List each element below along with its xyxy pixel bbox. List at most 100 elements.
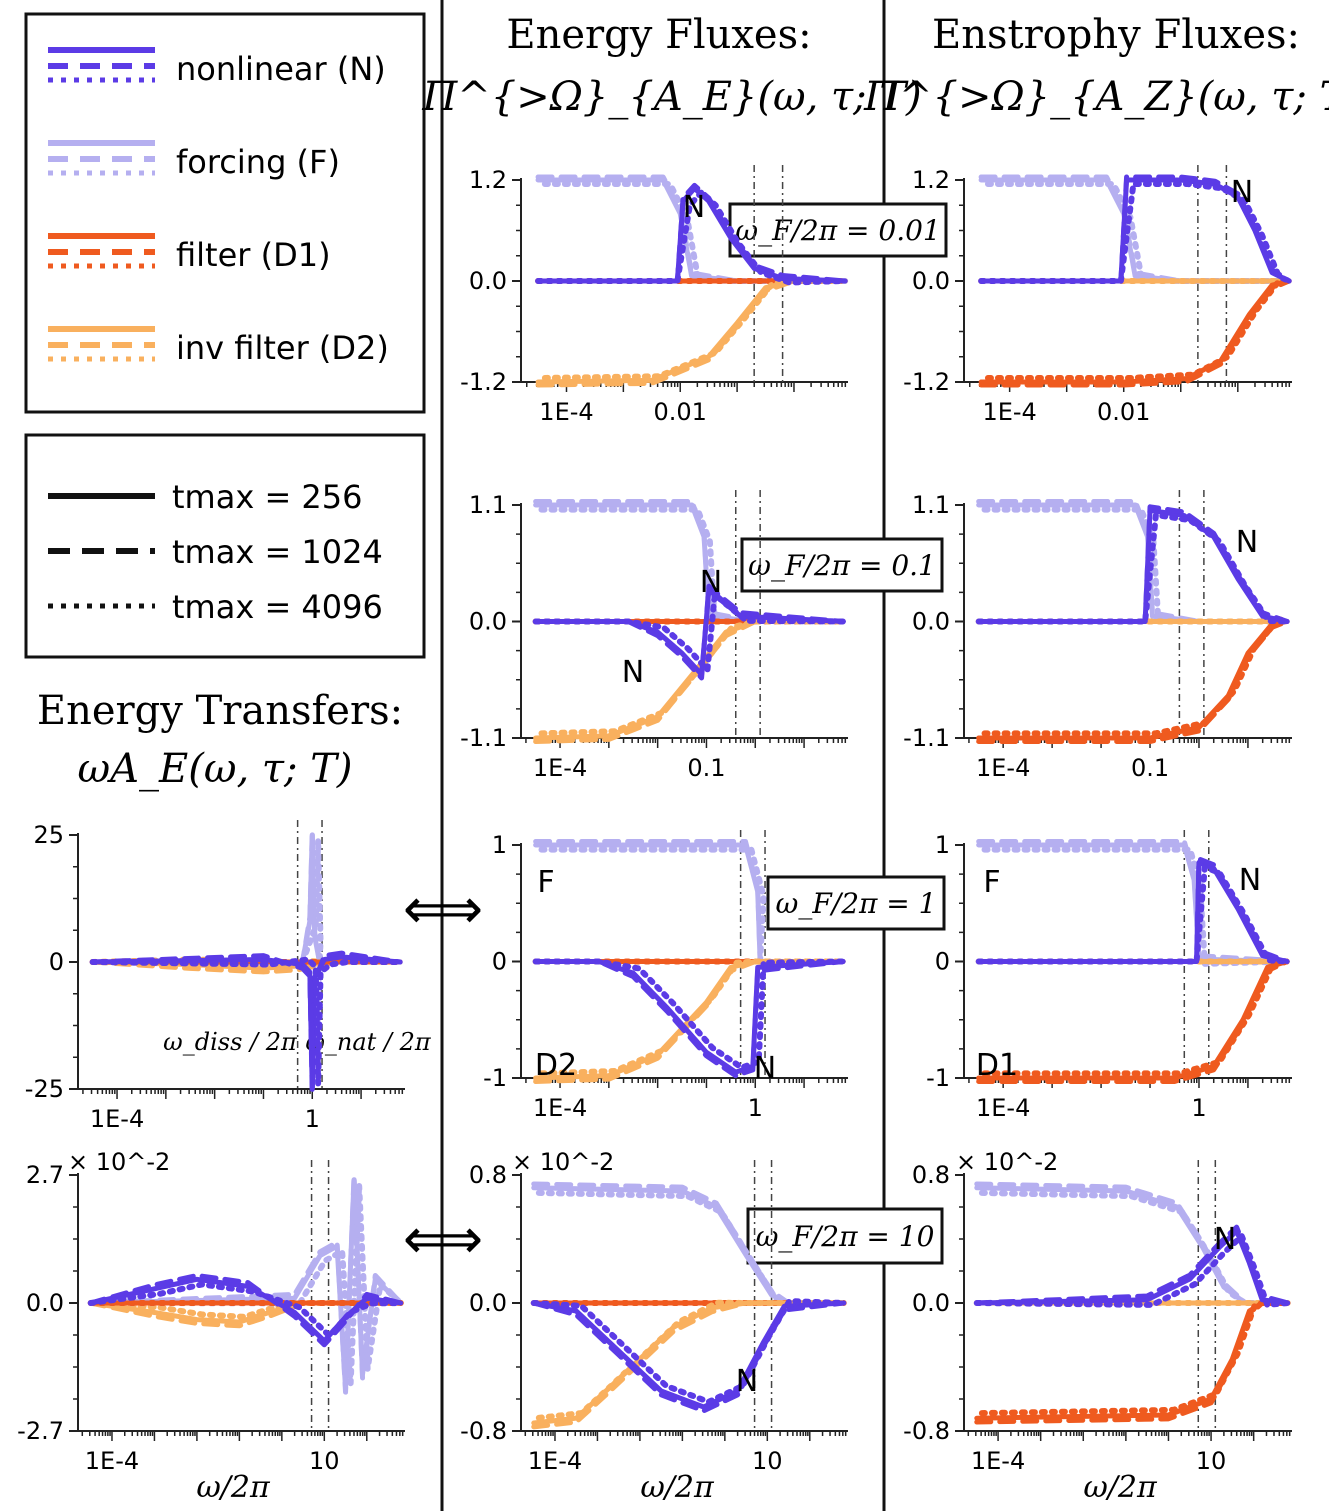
- curve-annotation: N: [700, 565, 722, 600]
- series-inv-filter-tmax4096: [541, 278, 849, 381]
- series-filter-tmax4096: [981, 615, 1291, 737]
- y-tick-label: 0: [935, 948, 950, 976]
- x-tick-label: 1E-4: [528, 1447, 582, 1475]
- series-forcing-tmax256: [90, 832, 403, 965]
- series-forcing-tmax1024: [90, 828, 403, 965]
- y-tick-label: 1: [935, 831, 950, 859]
- series-nonlinear-tmax1024: [88, 1272, 404, 1348]
- forcing-label-row2-text: ω_F/2π = 0.1: [748, 549, 936, 582]
- y-tick-label: 1.2: [469, 166, 507, 194]
- series-nonlinear-tmax256: [533, 959, 846, 1075]
- series-inv-filter-tmax4096: [535, 1299, 847, 1421]
- y-tick-label: 1.2: [912, 166, 950, 194]
- legend-label-t4096: tmax = 4096: [172, 588, 383, 626]
- curve-annotation: N: [1231, 175, 1253, 210]
- legend-swatch-nonlinear: [48, 47, 155, 83]
- legend-label-filter: filter (D1): [176, 236, 331, 274]
- enstrophy-flux-formula: Π^{>Ω}_{A_Z}(ω, τ; T): [863, 74, 1329, 120]
- panel-energy-row4: 0.8 0.0 -0.8 1E-4 10 N: [460, 1160, 848, 1475]
- xlabel-transfers: ω/2π: [196, 1470, 271, 1505]
- y-tick-label: 1: [492, 831, 507, 859]
- series-inv-filter-tmax1024: [531, 1300, 847, 1430]
- equivalence-arrow-row4: ⟺: [403, 1207, 483, 1272]
- series-nonlinear-tmax4096: [532, 591, 847, 673]
- forcing-label-row3: ω_F/2π = 1: [766, 875, 946, 931]
- curve-annotation: N: [736, 1364, 758, 1399]
- series-nonlinear-tmax256: [90, 954, 403, 1092]
- legend-swatch-forcing: [48, 140, 155, 176]
- series-forcing-tmax4096: [89, 837, 404, 965]
- y-tick-label: -1.2: [903, 368, 950, 396]
- panel-energy-row2: 1.1 0.0 -1.1 1E-4 0.1 N N: [460, 490, 848, 782]
- panel-transfers-row3: 25 0 -25 1E-4 1: [25, 820, 405, 1133]
- curve-annotation: D2: [535, 1048, 577, 1083]
- series-nonlinear-tmax4096: [530, 1298, 847, 1405]
- x-tick-label: 1: [1191, 1094, 1206, 1122]
- series-nonlinear-tmax4096: [532, 958, 847, 1071]
- y-tick-label: 0: [49, 948, 64, 976]
- series-forcing-tmax1024: [976, 499, 1290, 624]
- series-nonlinear-tmax4096: [975, 864, 1291, 965]
- legend-swatch-filter: [48, 233, 155, 269]
- panel-transfers-row4: 2.7 0.0 -2.7 1E-4 10: [17, 1160, 405, 1475]
- y-tick-label: -0.8: [460, 1417, 507, 1445]
- curve-annotation: N: [754, 1051, 776, 1086]
- curve-annotation: F: [537, 865, 554, 900]
- y-tick-label: -1.2: [460, 368, 507, 396]
- series-forcing-tmax4096: [87, 1181, 404, 1387]
- series-inv-filter-tmax256: [533, 959, 846, 1081]
- x-tick-label: 0.01: [1097, 398, 1150, 426]
- x-tick-label: 1E-4: [976, 1094, 1030, 1122]
- panel-enstrophy-row3: 1 0 -1 1E-4 1 F D1 N: [926, 830, 1292, 1122]
- x-tick-label: 1E-4: [539, 398, 593, 426]
- series-nonlinear-tmax1024: [533, 583, 846, 681]
- x-tick-label: 1E-4: [971, 1447, 1025, 1475]
- series-nonlinear-tmax4096: [978, 181, 1293, 284]
- series-nonlinear-tmax1024: [974, 1224, 1291, 1306]
- y-tick-label: 2.7: [26, 1161, 64, 1189]
- x-tick-label: 10: [752, 1447, 783, 1475]
- series-filter-tmax256: [974, 1300, 1291, 1421]
- y-tick-label: 0.0: [469, 608, 507, 636]
- style-legend: tmax = 256 tmax = 1024 tmax = 4096: [24, 433, 426, 659]
- series-forcing-tmax1024: [976, 839, 1290, 964]
- series-nonlinear-tmax4096: [535, 189, 849, 286]
- series-nonlinear-tmax4096: [975, 511, 1291, 625]
- series-filter-tmax1024: [974, 1300, 1291, 1425]
- panel-enstrophy-row2: 1.1 0.0 -1.1 1E-4 0.1 N: [903, 490, 1292, 782]
- series-legend: nonlinear (N) forcing (F) filter (D1) in…: [24, 12, 426, 414]
- forcing-label-row3-text: ω_F/2π = 1: [776, 887, 937, 920]
- series-nonlinear-tmax1024: [976, 504, 1290, 624]
- forcing-label-row1: ω_F/2π = 0.01: [728, 202, 948, 258]
- series-filter-tmax4096: [978, 1300, 1291, 1417]
- series-filter-tmax4096: [984, 278, 1293, 381]
- omega-diss-label: ω_diss / 2π: [163, 1028, 298, 1056]
- y-tick-label: 0.0: [469, 267, 507, 295]
- panel-enstrophy-row4: 0.8 0.0 -0.8 1E-4 10 N: [903, 1160, 1292, 1475]
- x-tick-label: 10: [1196, 1447, 1227, 1475]
- x-tick-label: 1E-4: [533, 1094, 587, 1122]
- series-inv-filter-tmax4096: [538, 958, 847, 1077]
- omega-nat-label: ω_nat / 2π: [305, 1028, 432, 1056]
- y-tick-label: 0.0: [26, 1289, 64, 1317]
- energy-flux-formula: Π^{>Ω}_{A_E}(ω, τ; T): [421, 74, 921, 120]
- energy-transfer-formula: ωA_E(ω, τ; T): [78, 746, 353, 792]
- x-tick-label: 0.1: [1131, 754, 1169, 782]
- series-filter-tmax256: [976, 959, 1290, 1081]
- legend-label-t1024: tmax = 1024: [172, 533, 383, 571]
- energy-flux-title: Energy Fluxes:: [506, 12, 811, 58]
- forcing-label-row1-text: ω_F/2π = 0.01: [735, 214, 941, 247]
- series-inv-filter-tmax1024: [535, 278, 848, 388]
- series-forcing-tmax1024: [88, 1173, 404, 1395]
- x-tick-label: 1E-4: [976, 754, 1030, 782]
- series-nonlinear-tmax1024: [533, 959, 846, 1079]
- series-filter-tmax256: [978, 278, 1292, 385]
- panel-energy-row3: 1 0 -1 1E-4 1 F D2 N: [483, 830, 848, 1122]
- curve-annotation: N: [1214, 1222, 1236, 1257]
- y-tick-label: 0.0: [912, 1289, 950, 1317]
- x-tick-label: 0.1: [687, 754, 725, 782]
- forcing-label-row2: ω_F/2π = 0.1: [740, 537, 944, 593]
- legend-label-inv-filter: inv filter (D2): [176, 329, 389, 367]
- series-nonlinear-tmax4096: [89, 956, 404, 1087]
- series-nonlinear-tmax4096: [87, 1281, 404, 1339]
